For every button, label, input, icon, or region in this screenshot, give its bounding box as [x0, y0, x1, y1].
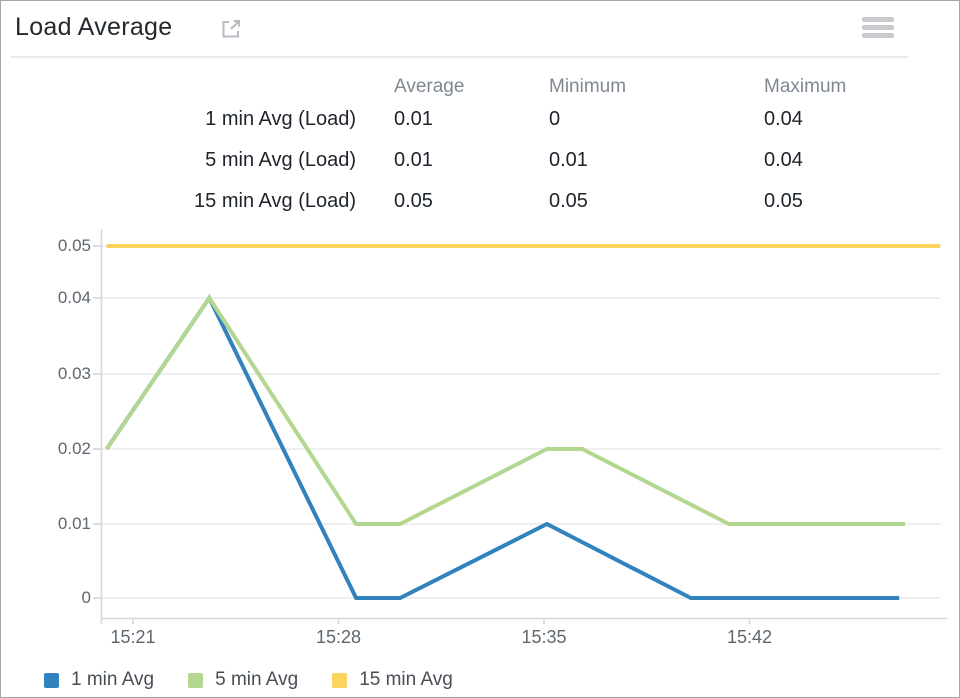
x-axis-label: 15:35 [521, 627, 567, 647]
cell-maximum: 0.05 [764, 190, 803, 212]
legend-label: 15 min Avg [359, 669, 453, 690]
page-title: Load Average [15, 13, 173, 41]
cell-minimum: 0.01 [549, 149, 588, 171]
column-header-maximum: Maximum [764, 76, 847, 97]
y-axis-label: 0.02 [57, 439, 91, 458]
menu-bar [862, 25, 894, 30]
cell-average: 0.01 [394, 149, 433, 171]
y-axis-label: 0.01 [57, 514, 91, 533]
cell-average: 0.01 [394, 108, 433, 130]
legend-item-1min[interactable]: 1 min Avg [44, 669, 154, 691]
x-axis-label: 15:21 [110, 627, 156, 647]
legend-item-5min[interactable]: 5 min Avg [188, 669, 298, 691]
row-label: 1 min Avg (Load) [205, 108, 356, 130]
row-label: 5 min Avg (Load) [205, 149, 356, 171]
cell-maximum: 0.04 [764, 108, 803, 130]
legend-label: 5 min Avg [215, 669, 299, 690]
y-axis-label: 0.03 [57, 364, 91, 383]
legend-item-15min[interactable]: 15 min Avg [332, 669, 453, 691]
open-in-new-window-icon[interactable] [219, 17, 243, 41]
column-header-average: Average [394, 76, 465, 97]
y-axis-label: 0 [81, 588, 91, 607]
cell-minimum: 0 [549, 108, 561, 130]
header-divider [11, 56, 908, 58]
chart-legend: 1 min Avg 5 min Avg 15 min Avg [44, 669, 453, 691]
row-label: 15 min Avg (Load) [194, 190, 356, 212]
x-axis-label: 15:42 [726, 627, 772, 647]
cell-maximum: 0.04 [764, 149, 803, 171]
legend-swatch-1min-icon [44, 672, 59, 688]
y-axis-label: 0.04 [57, 288, 91, 307]
legend-label: 1 min Avg [71, 669, 155, 690]
legend-swatch-15min-icon [332, 672, 348, 688]
series-line-1-min-avg [104, 294, 900, 600]
menu-bar [862, 17, 894, 22]
legend-swatch-5min-icon [188, 672, 204, 688]
cell-average: 0.05 [394, 190, 433, 212]
widget-menu-icon[interactable] [862, 17, 894, 38]
x-axis-label: 15:28 [315, 627, 361, 647]
cell-minimum: 0.05 [549, 190, 588, 212]
y-axis-label: 0.05 [57, 236, 91, 255]
series-line-5-min-avg [104, 294, 906, 526]
column-header-minimum: Minimum [549, 76, 627, 97]
menu-bar [862, 33, 894, 38]
